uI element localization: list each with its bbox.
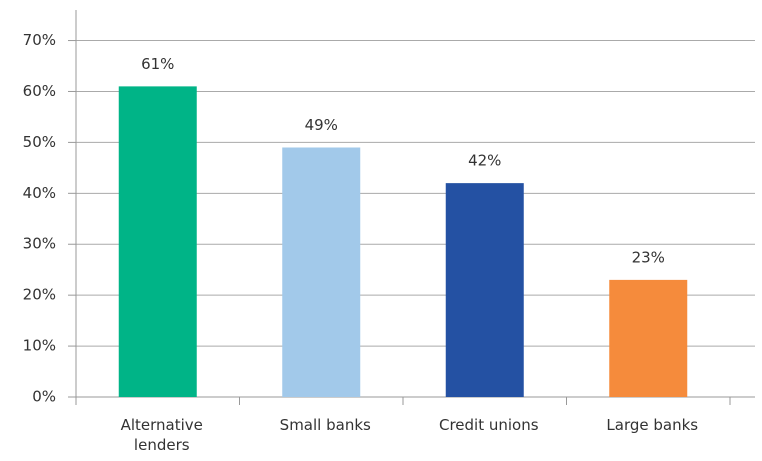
- y-tick-label: 60%: [23, 82, 56, 100]
- value-label: 61%: [141, 55, 174, 73]
- y-tick-label: 30%: [23, 235, 56, 253]
- y-tick-label: 40%: [23, 184, 56, 202]
- y-tick-label: 20%: [23, 286, 56, 304]
- value-label: 49%: [305, 116, 338, 134]
- y-tick-label: 50%: [23, 133, 56, 151]
- y-tick-label: 10%: [23, 337, 56, 355]
- x-tick-label: Large banks: [606, 416, 699, 434]
- y-tick-label: 0%: [32, 388, 56, 406]
- bar: [609, 279, 688, 397]
- bar: [445, 183, 524, 397]
- bar: [282, 147, 361, 397]
- x-tick-label: Alternative lenders: [120, 416, 203, 454]
- value-label: 23%: [632, 248, 665, 266]
- bar: [118, 86, 197, 397]
- y-tick-label: 70%: [23, 31, 56, 49]
- x-tick-label: Credit unions: [438, 416, 539, 434]
- value-label: 42%: [468, 152, 501, 170]
- x-tick-label: Small banks: [279, 416, 371, 434]
